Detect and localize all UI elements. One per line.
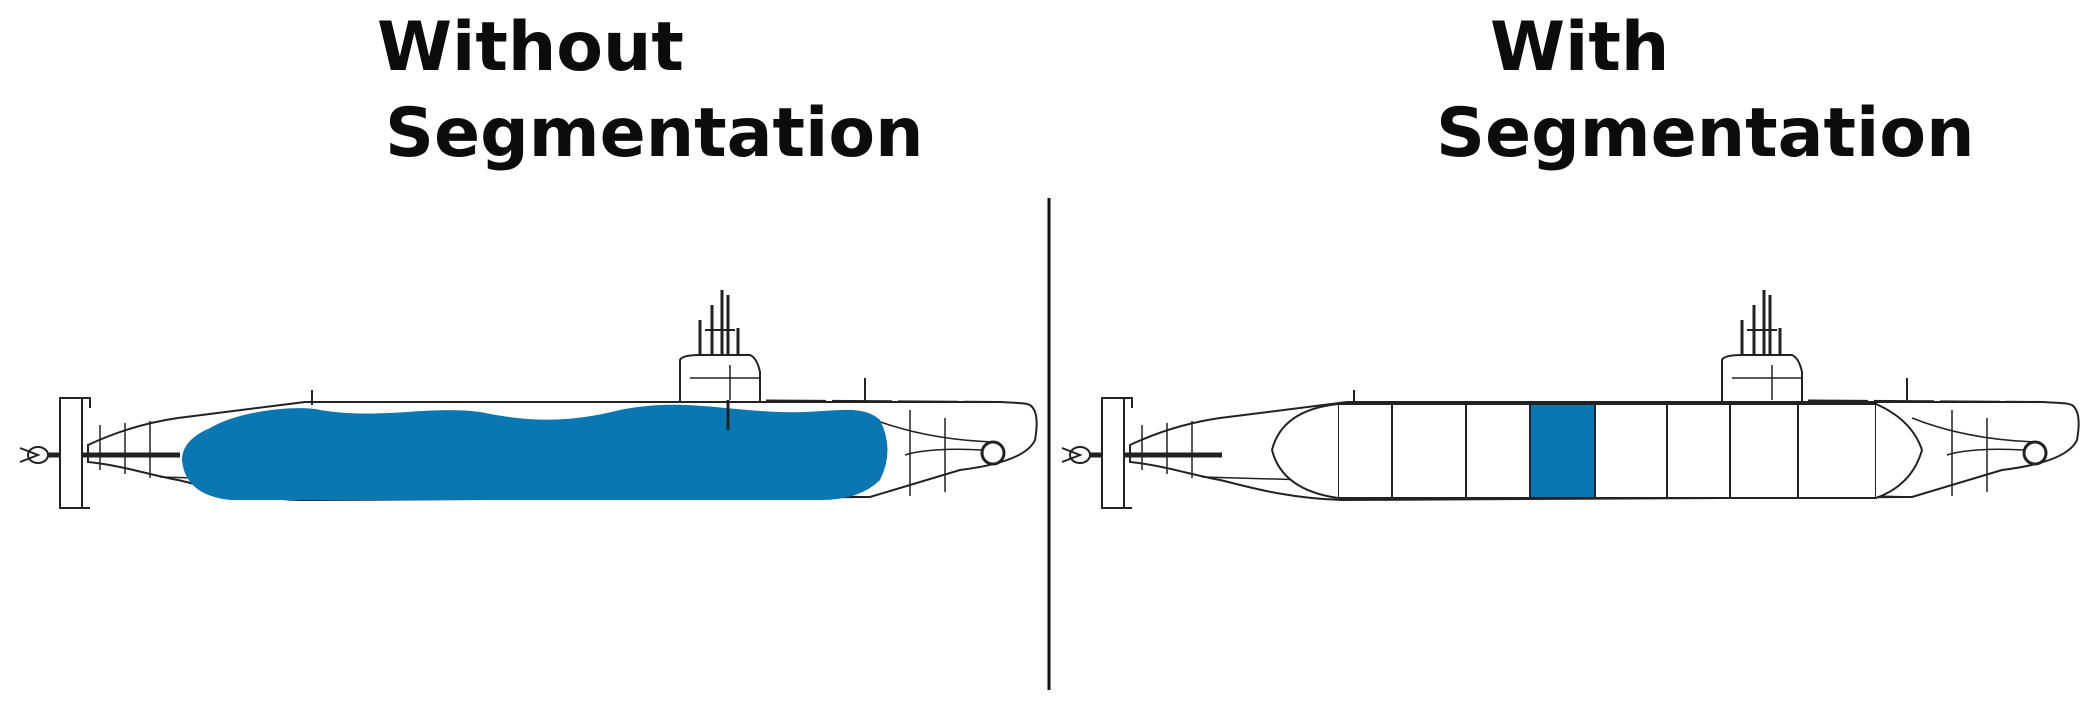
forward-endcap	[1875, 403, 1924, 499]
rudder	[59, 397, 83, 509]
propeller-blades	[19, 447, 41, 463]
bow-frames	[909, 410, 946, 496]
rudder	[1101, 397, 1125, 509]
bow-sonar	[2022, 440, 2048, 466]
submarine-1	[1061, 290, 2080, 509]
bow-sonar	[980, 440, 1006, 466]
left-title-line2: Segmentation	[385, 94, 924, 173]
compartment-5	[1667, 404, 1730, 498]
compartment-1	[1392, 404, 1466, 498]
right-title-line2: Segmentation	[1436, 94, 1975, 173]
bow-frames	[1951, 410, 1988, 496]
stern-plane	[1108, 397, 1133, 509]
compartment-4	[1595, 404, 1667, 498]
right-title-line1: With	[1490, 8, 1670, 87]
pressure-hull-lines	[1338, 403, 1876, 499]
submarine-0	[19, 290, 1038, 509]
left-title-line1: Without	[377, 8, 684, 87]
stern-plane	[66, 397, 91, 509]
compartment-7	[1798, 404, 1876, 498]
compartment-0	[1338, 404, 1392, 498]
sail-details	[690, 365, 760, 400]
propeller-blades	[1061, 447, 1083, 463]
compartment-6	[1730, 404, 1798, 498]
flood-water	[182, 404, 888, 500]
compartment-2	[1466, 404, 1530, 498]
sail-details	[1732, 365, 1802, 400]
compartment-3	[1530, 404, 1595, 498]
aft-endcap	[1270, 403, 1339, 499]
